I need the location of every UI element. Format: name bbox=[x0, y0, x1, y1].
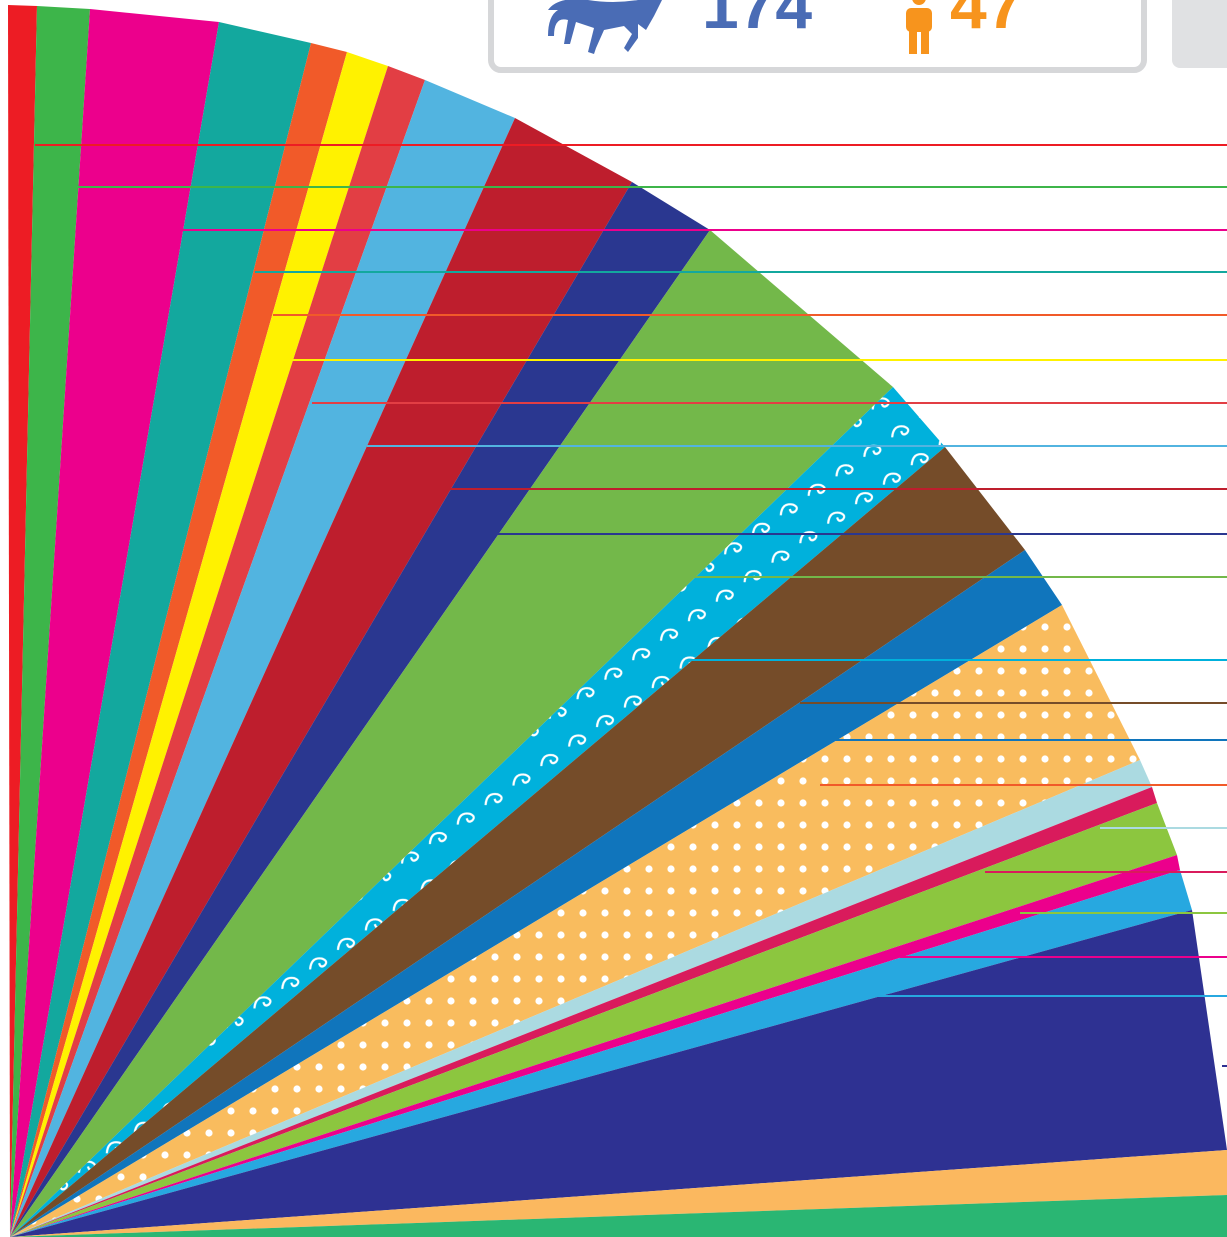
wedge bbox=[10, 66, 425, 1237]
wedge bbox=[8, 5, 37, 1237]
stats-box: 174 47 bbox=[488, 0, 1147, 73]
wedge bbox=[10, 760, 1152, 1237]
fan bbox=[8, 5, 1227, 1237]
wedge bbox=[10, 855, 1180, 1237]
next-box bbox=[1172, 0, 1227, 68]
horse-icon bbox=[548, 0, 662, 54]
person-count: 47 bbox=[950, 0, 1023, 42]
wedge bbox=[10, 605, 1140, 1237]
wedge bbox=[10, 870, 1192, 1237]
leader-lines bbox=[35, 144, 1227, 1067]
horse-count: 174 bbox=[702, 0, 812, 42]
wedge bbox=[10, 9, 219, 1237]
box-frame bbox=[488, 0, 1147, 73]
wedge bbox=[10, 803, 1177, 1237]
wedge bbox=[10, 43, 347, 1237]
wedge bbox=[10, 1195, 1227, 1237]
wedge bbox=[10, 80, 515, 1237]
wedge bbox=[10, 1150, 1227, 1237]
person-icon bbox=[906, 0, 932, 54]
wedge bbox=[10, 787, 1157, 1237]
wedge bbox=[10, 118, 632, 1237]
wedge bbox=[10, 387, 945, 1237]
wedge bbox=[10, 22, 311, 1237]
wedge bbox=[10, 447, 1025, 1237]
wedge bbox=[10, 910, 1227, 1237]
wedge bbox=[10, 550, 1062, 1237]
wedge bbox=[10, 6, 90, 1237]
wedge bbox=[10, 230, 893, 1237]
wedge bbox=[10, 52, 388, 1237]
